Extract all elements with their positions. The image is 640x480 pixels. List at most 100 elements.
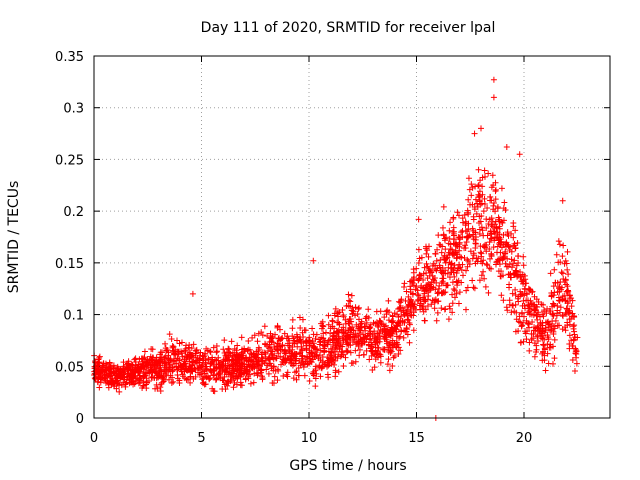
data-point <box>215 370 222 377</box>
data-point <box>473 210 480 217</box>
data-point <box>274 346 281 353</box>
data-point <box>389 362 396 369</box>
data-point <box>549 318 556 325</box>
data-point <box>391 340 398 347</box>
data-point <box>475 194 482 201</box>
data-point <box>383 311 390 318</box>
data-point <box>515 318 522 325</box>
data-point <box>395 314 402 321</box>
data-point <box>275 335 282 342</box>
data-point <box>384 307 391 314</box>
data-point <box>378 320 385 327</box>
data-point <box>462 306 469 313</box>
data-point <box>335 327 342 334</box>
data-point <box>153 381 160 388</box>
data-point <box>375 324 382 331</box>
data-point <box>95 373 102 380</box>
data-point <box>141 348 148 355</box>
data-point <box>458 229 465 236</box>
data-point <box>503 144 510 151</box>
data-point <box>298 359 305 366</box>
data-point <box>366 325 373 332</box>
data-point <box>385 317 392 324</box>
data-point <box>527 297 534 304</box>
data-point <box>479 227 486 234</box>
data-point <box>499 272 506 279</box>
data-point <box>574 334 581 341</box>
data-point <box>352 312 359 319</box>
data-point <box>522 286 529 293</box>
data-point <box>337 353 344 360</box>
data-point <box>468 192 475 199</box>
data-point <box>483 216 490 223</box>
data-point <box>363 313 370 320</box>
data-point <box>312 383 319 390</box>
data-point <box>230 384 237 391</box>
data-point <box>500 205 507 212</box>
data-point <box>410 282 417 289</box>
data-point <box>174 355 181 362</box>
data-point <box>565 308 572 315</box>
data-point <box>403 288 410 295</box>
data-point <box>557 304 564 311</box>
data-point <box>562 257 569 264</box>
data-point <box>201 381 208 388</box>
data-point <box>432 251 439 258</box>
data-point <box>560 242 567 249</box>
data-point <box>220 346 227 353</box>
data-point <box>183 376 190 383</box>
data-point <box>478 250 485 257</box>
data-point <box>434 246 441 253</box>
data-point <box>286 342 293 349</box>
data-point <box>318 325 325 332</box>
data-point <box>496 261 503 268</box>
data-point <box>95 370 102 377</box>
data-point <box>502 260 509 267</box>
data-point <box>228 338 235 345</box>
data-point <box>415 246 422 253</box>
data-point <box>455 212 462 219</box>
data-point <box>550 300 557 307</box>
data-point <box>516 151 523 158</box>
data-point <box>557 279 564 286</box>
data-point <box>335 335 342 342</box>
y-tick-label: 0 <box>76 412 84 427</box>
data-point <box>166 331 173 338</box>
data-point <box>562 324 569 331</box>
data-point <box>351 334 358 341</box>
data-point <box>566 316 573 323</box>
data-point <box>328 350 335 357</box>
data-point <box>106 373 113 380</box>
data-point <box>401 311 408 318</box>
data-point <box>280 372 287 379</box>
data-point <box>127 373 134 380</box>
data-point <box>385 356 392 363</box>
data-point <box>110 365 117 372</box>
data-point <box>411 301 418 308</box>
data-point <box>477 177 484 184</box>
data-point <box>329 318 336 325</box>
data-point <box>558 269 565 276</box>
data-point <box>438 305 445 312</box>
data-point <box>539 349 546 356</box>
data-point <box>456 247 463 254</box>
data-point <box>275 350 282 357</box>
data-point <box>358 324 365 331</box>
data-point <box>242 367 249 374</box>
data-point <box>123 361 130 368</box>
data-point <box>309 325 316 332</box>
data-point <box>563 288 570 295</box>
data-point <box>275 340 282 347</box>
data-point <box>302 338 309 345</box>
data-point <box>217 375 224 382</box>
data-point <box>271 344 278 351</box>
data-point <box>265 370 272 377</box>
data-point <box>524 328 531 335</box>
data-point <box>421 288 428 295</box>
data-point <box>521 272 528 279</box>
data-point <box>503 304 510 311</box>
data-point <box>279 341 286 348</box>
data-point <box>277 353 284 360</box>
data-point <box>263 366 270 373</box>
data-point <box>289 316 296 323</box>
